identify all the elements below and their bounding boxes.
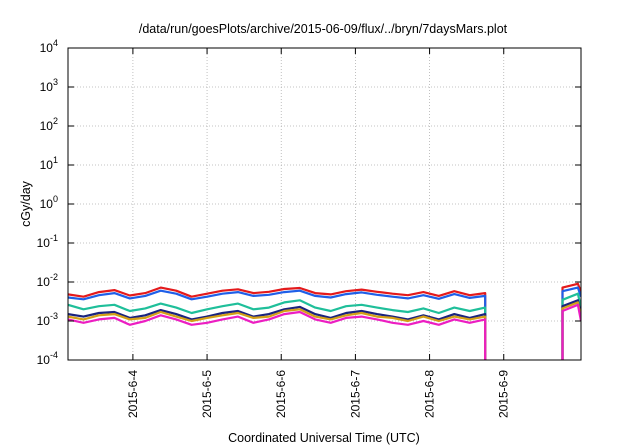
y-tick-label: 102 [40,116,58,133]
y-axis-label: cGy/day [19,180,33,227]
y-tick-label: 104 [40,38,58,55]
x-tick-label: 2015-6-5 [200,370,214,418]
x-tick-label: 2015-6-8 [423,370,437,418]
y-tick-label: 10-4 [37,350,58,367]
y-tick-label: 103 [40,77,58,94]
y-tick-label: 100 [40,194,58,211]
y-axis-ticks: 10-4 10-3 10-2 10-1 100 101 102 103 104 [37,38,581,367]
series-line-6 [68,303,581,360]
x-tick-label: 2015-6-4 [126,370,140,418]
y-tick-label: 10-1 [37,233,58,250]
x-tick-label: 2015-6-9 [497,370,511,418]
x-tick-label: 2015-6-6 [274,370,288,418]
x-tick-label: 2015-6-7 [348,370,362,418]
chart-title: /data/run/goesPlots/archive/2015-06-09/f… [139,22,508,36]
y-tick-label: 10-3 [37,311,58,328]
x-axis-ticks: 2015-6-4 2015-6-5 2015-6-6 2015-6-7 2015-6-8… [126,48,511,418]
series-layer [68,282,581,360]
y-tick-label: 101 [40,155,58,172]
grid [68,48,581,360]
y-tick-label: 10-2 [37,272,58,289]
x-axis-label: Coordinated Universal Time (UTC) [228,431,420,445]
